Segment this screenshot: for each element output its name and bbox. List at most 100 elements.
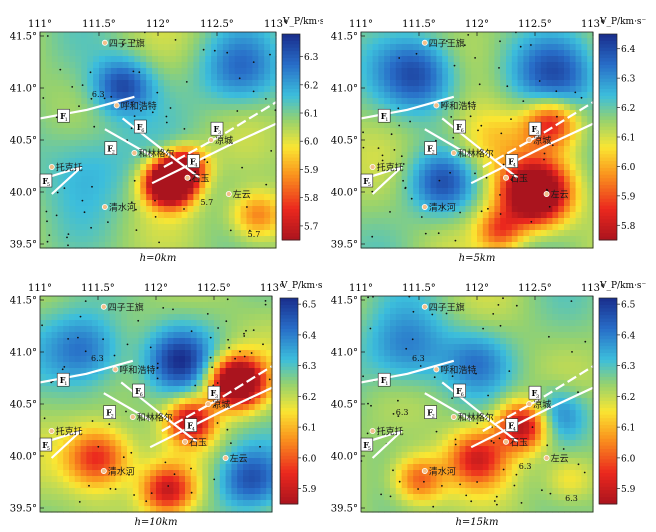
fault-label-F3: F3 — [207, 385, 221, 400]
colorbar-tick: 6.1 — [302, 424, 316, 434]
fault-trace-F1 — [39, 359, 134, 384]
city-4: 凉城 — [205, 399, 230, 411]
x-tick: 112° — [465, 283, 489, 294]
city-8: 左云 — [543, 453, 569, 465]
contour-label: 6.3 — [565, 494, 578, 503]
y-tick: 40.5° — [10, 400, 37, 411]
y-tick-labels: 41.5° 41.0° 40.5° 40.0° 39.5° — [331, 32, 365, 251]
colorbar-tick: 6.0 — [621, 163, 636, 173]
colorbar-tick: 6.1 — [304, 110, 318, 120]
fault-label-F5: F5 — [360, 437, 374, 452]
x-tick: 111.5° — [82, 19, 116, 30]
svg-text:呼和浩特: 呼和浩特 — [119, 364, 155, 376]
svg-text:6: 6 — [140, 392, 143, 398]
svg-text:石玉: 石玉 — [192, 173, 210, 184]
city-3: 和林格尔 — [129, 411, 173, 423]
contour-labels: 6.3 6.3 6.3 6.3 — [396, 354, 578, 503]
velocity-map — [40, 32, 277, 249]
city-1: 四子王旗 — [101, 37, 145, 49]
fault-label-F5: F5 — [39, 173, 53, 188]
x-tick: 112.5° — [518, 283, 552, 294]
y-tick: 39.5° — [331, 240, 358, 251]
svg-text:F: F — [137, 122, 143, 132]
x-tick-labels: 111° 111.5° 112° 112.5° 113° — [28, 19, 288, 36]
svg-text:凉城: 凉城 — [533, 135, 551, 147]
x-tick: 113° — [260, 283, 284, 294]
x-tick-labels: 111° 111.5° 112° 112.5° 113° — [349, 283, 605, 300]
svg-text:4: 4 — [513, 163, 516, 169]
y-tick: 40.5° — [10, 136, 37, 147]
svg-text:左云: 左云 — [233, 189, 251, 201]
colorbar-tick: 6.1 — [621, 134, 635, 144]
x-tick: 112.5° — [200, 19, 234, 30]
svg-text:托克托: 托克托 — [56, 162, 83, 174]
svg-text:3: 3 — [536, 130, 539, 136]
y-tick: 40.0° — [331, 188, 358, 199]
svg-text:清水河: 清水河 — [109, 201, 136, 213]
city-7: 清水河 — [101, 201, 136, 213]
colorbar: 6.3 6.2 6.1 6.0 5.9 5.8 5.7 — [281, 33, 319, 241]
colorbar-tick: 6.2 — [304, 81, 318, 91]
svg-text:F: F — [106, 408, 112, 418]
city-4: 凉城 — [526, 135, 551, 147]
y-tick: 39.5° — [331, 504, 358, 515]
colorbar-tick: 6.5 — [302, 301, 317, 311]
fault-trace-F2 — [104, 128, 153, 158]
city-3: 和林格尔 — [450, 411, 494, 423]
svg-text:5: 5 — [47, 446, 50, 452]
svg-text:1: 1 — [385, 117, 388, 123]
svg-text:2: 2 — [432, 150, 435, 156]
x-tick-labels: 111° 111.5° 112° 112.5° 113° — [349, 19, 605, 36]
city-1: 四子王旗 — [100, 301, 144, 313]
fault-label-F6: F6 — [134, 119, 147, 134]
svg-text:F: F — [42, 176, 48, 186]
contour-labels: 6.3 5.7 5.7 — [92, 90, 260, 239]
contour-label: 6.3 — [92, 90, 105, 99]
svg-text:左云: 左云 — [551, 189, 569, 201]
colorbar-label: V_P/km·s⁻¹ — [280, 281, 323, 291]
contour-label: 6.3 — [412, 354, 425, 363]
y-tick: 41.5° — [331, 32, 358, 43]
city-5: 托克托 — [48, 426, 83, 438]
svg-text:5: 5 — [368, 182, 371, 188]
city-7: 清水河 — [100, 465, 135, 477]
y-tick-labels: 41.5° 41.0° 40.5° 40.0° 39.5° — [10, 32, 44, 251]
event-dots — [362, 31, 583, 242]
fault-label-F1: F1 — [56, 372, 70, 387]
x-tick: 113° — [581, 283, 605, 294]
y-tick: 39.5° — [10, 240, 37, 251]
fault-label-F2: F2 — [424, 141, 437, 156]
contour-label: 5.7 — [248, 230, 261, 239]
colorbar-tick: 6.0 — [304, 138, 319, 148]
y-tick: 41.0° — [10, 348, 37, 359]
city-3: 和林格尔 — [450, 147, 494, 159]
city-2: 呼和浩特 — [433, 364, 476, 376]
fault-trace-F1 — [360, 359, 455, 384]
x-tick: 113° — [581, 19, 605, 30]
svg-text:6: 6 — [141, 128, 144, 134]
svg-text:F: F — [363, 176, 369, 186]
colorbar-tick: 6.3 — [304, 53, 319, 63]
colorbar-tick: 6.2 — [621, 393, 635, 403]
panel-3: F1F2F3F4F5F6四子王旗呼和浩特和林格尔凉城托克托石玉清水河左云6.31… — [10, 281, 323, 528]
fault-label-F1: F1 — [57, 108, 70, 123]
fault-trace-F1 — [39, 95, 135, 120]
fault-trace-F4 — [470, 122, 594, 185]
svg-text:F: F — [42, 440, 48, 450]
depth-label: h=0km — [140, 253, 177, 264]
y-tick: 41.0° — [331, 84, 358, 95]
colorbar-tick: 6.2 — [302, 393, 316, 403]
svg-text:F: F — [190, 157, 196, 167]
x-tick: 111.5° — [402, 19, 436, 30]
colorbar: 6.5 6.4 6.3 6.2 6.1 6.0 5.9 — [279, 297, 317, 505]
city-8: 左云 — [225, 189, 251, 201]
city-5: 托克托 — [369, 162, 404, 174]
colorbar-tick: 5.9 — [621, 485, 636, 495]
velocity-map — [361, 32, 594, 249]
city-2: 呼和浩特 — [112, 364, 155, 376]
fault-label-F4: F4 — [184, 418, 198, 433]
svg-text:F: F — [60, 375, 66, 385]
fault-label-F6: F6 — [453, 119, 466, 134]
